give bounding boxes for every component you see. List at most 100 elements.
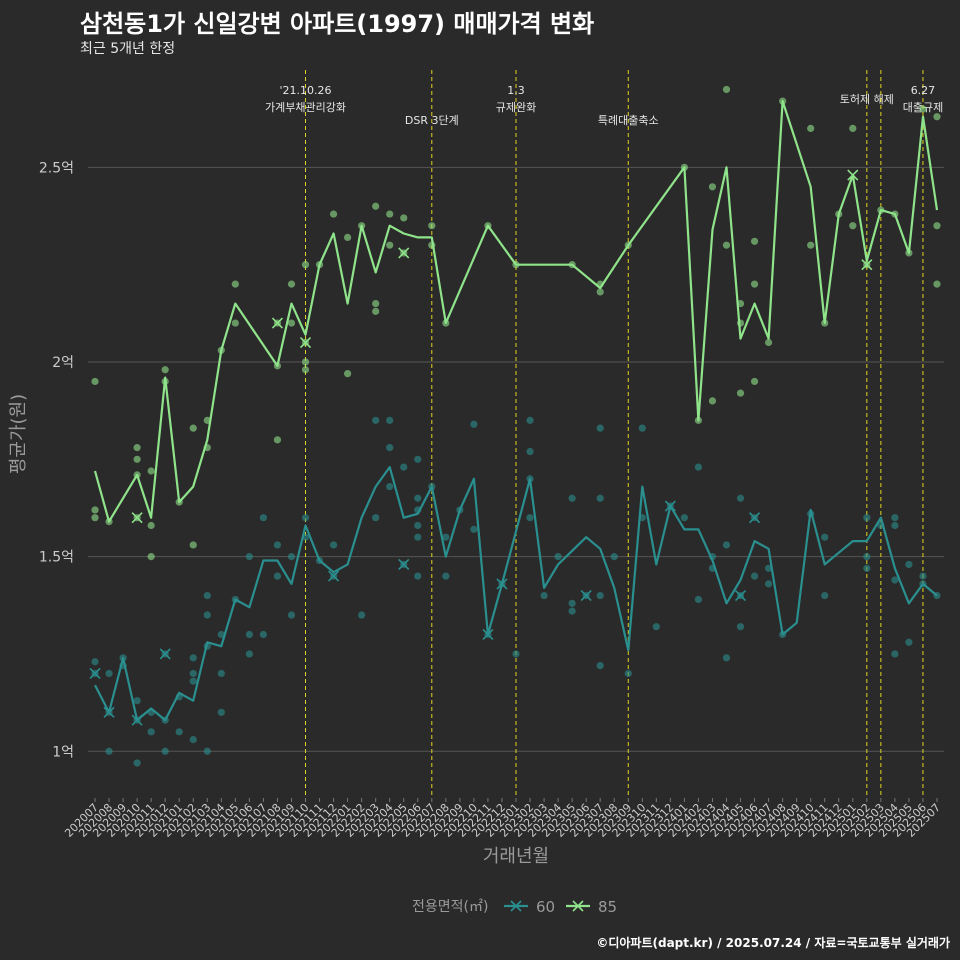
cross-marker-60 [734, 589, 747, 602]
data-point-60 [554, 553, 562, 561]
data-point-60 [358, 611, 366, 619]
event-label: 토허제 해제 [840, 92, 894, 106]
event-label: 가계부채관리강화 [265, 101, 346, 114]
data-point-85 [400, 214, 408, 222]
data-point-85 [428, 222, 436, 230]
data-point-85 [147, 521, 155, 530]
y-tick-label: 2.5억 [39, 160, 74, 176]
data-point-60 [175, 728, 183, 736]
data-point-60 [105, 747, 113, 755]
event-label: 1.3 [507, 84, 525, 97]
data-point-60 [891, 514, 899, 522]
data-point-85 [708, 183, 717, 191]
data-point-85 [849, 222, 857, 230]
data-point-60 [189, 654, 197, 662]
cross-marker-85 [131, 512, 143, 524]
data-point-60 [287, 553, 296, 561]
data-point-60 [821, 533, 829, 541]
data-point-85 [750, 377, 759, 386]
data-point-60 [919, 572, 927, 580]
data-point-60 [301, 514, 310, 522]
data-point-60 [386, 444, 394, 452]
cross-marker-60 [398, 558, 410, 570]
y-axis-title: 평균가(원) [8, 394, 29, 474]
data-point-60 [624, 669, 632, 678]
chart-subtitle: 최근 5개년 한정 [80, 41, 176, 57]
data-point-60 [568, 607, 576, 615]
data-point-85 [596, 288, 604, 296]
data-point-85 [231, 319, 239, 327]
data-point-85 [301, 366, 310, 374]
data-point-85 [91, 377, 99, 386]
data-point-60 [568, 494, 576, 502]
data-point-85 [933, 222, 941, 230]
data-point-85 [287, 280, 296, 288]
cross-marker-60 [328, 570, 340, 582]
data-point-85 [849, 124, 857, 132]
data-point-85 [736, 389, 745, 397]
data-point-60 [540, 591, 548, 600]
data-point-60 [526, 514, 534, 522]
data-point-60 [161, 747, 169, 755]
legend-label-85: 85 [598, 898, 617, 916]
y-tick-label: 2억 [52, 355, 74, 371]
x-axis-title: 거래년월 [483, 846, 549, 867]
data-point-60 [596, 662, 604, 670]
data-point-85 [933, 113, 941, 121]
cross-marker-85 [398, 247, 410, 259]
data-point-60 [905, 560, 913, 569]
data-point-85 [750, 280, 759, 288]
cross-marker-60 [103, 706, 115, 718]
data-point-60 [863, 514, 871, 522]
data-point-85 [764, 338, 773, 347]
data-point-85 [301, 358, 310, 366]
data-point-85 [301, 261, 310, 269]
legend-label-60: 60 [536, 898, 555, 916]
event-label: 특례대출축소 [598, 114, 659, 127]
data-point-60 [259, 630, 268, 639]
data-point-85 [919, 105, 927, 113]
cross-marker-85 [861, 259, 873, 271]
event-label: DSR 3단계 [405, 114, 459, 127]
data-point-85 [372, 202, 380, 210]
data-point-60 [133, 759, 141, 767]
data-point-60 [217, 708, 225, 716]
data-point-60 [189, 736, 197, 744]
data-point-60 [526, 416, 534, 424]
data-point-60 [287, 611, 296, 619]
data-point-85 [386, 210, 394, 218]
data-point-60 [372, 514, 380, 522]
data-point-85 [161, 366, 169, 374]
event-label: '21.10.26 [280, 84, 332, 97]
data-point-85 [372, 307, 380, 315]
cross-marker-60 [89, 667, 101, 679]
data-point-60 [442, 572, 450, 580]
data-point-60 [442, 533, 450, 541]
data-point-60 [203, 747, 211, 755]
data-point-60 [203, 591, 211, 600]
data-point-60 [245, 553, 253, 561]
series-line-85 [93, 100, 939, 523]
cross-marker-60 [131, 714, 143, 726]
data-point-60 [400, 463, 408, 471]
data-point-60 [414, 455, 422, 463]
data-point-60 [891, 650, 899, 658]
data-point-60 [905, 638, 913, 646]
data-point-60 [736, 494, 745, 502]
data-point-60 [722, 541, 731, 549]
data-point-85 [344, 233, 352, 242]
data-point-85 [231, 280, 239, 288]
legend-key-cross-85 [572, 900, 584, 912]
cross-marker-60 [159, 648, 171, 660]
data-point-60 [372, 416, 380, 424]
data-point-60 [414, 494, 422, 502]
data-point-85 [750, 237, 759, 245]
data-point-85 [189, 541, 197, 549]
data-point-60 [596, 494, 604, 502]
data-point-60 [596, 591, 604, 600]
data-point-60 [568, 599, 576, 607]
chart-title: 삼천동1가 신일강변 아파트(1997) 매매가격 변화 [80, 10, 595, 38]
data-point-60 [414, 521, 422, 530]
